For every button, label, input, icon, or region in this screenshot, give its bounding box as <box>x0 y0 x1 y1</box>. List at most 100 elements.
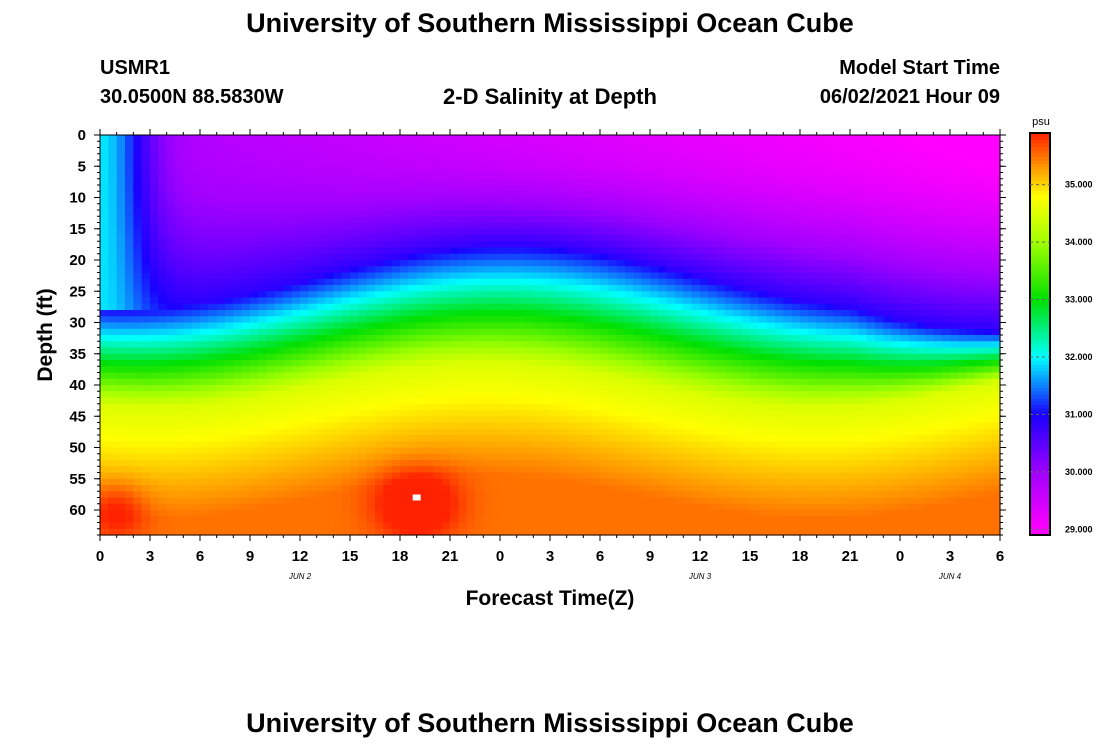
heatmap-cell <box>425 178 434 186</box>
heatmap-cell <box>725 335 734 342</box>
heatmap-cell <box>275 391 284 399</box>
heatmap-cell <box>325 191 334 199</box>
heatmap-cell <box>100 403 109 411</box>
heatmap-cell <box>400 391 409 399</box>
heatmap-cell <box>341 178 351 186</box>
heatmap-cell <box>600 203 609 211</box>
heatmap-cell <box>325 203 334 211</box>
heatmap-cell <box>333 141 343 149</box>
heatmap-cell <box>566 447 576 455</box>
heatmap-cell <box>300 416 309 424</box>
heatmap-cell <box>183 435 193 442</box>
heatmap-cell <box>100 322 109 330</box>
heatmap-cell <box>283 247 293 255</box>
heatmap-cell <box>325 272 334 280</box>
heatmap-cell <box>633 297 643 305</box>
heatmap-cell <box>241 353 251 361</box>
heatmap-cell <box>633 185 643 192</box>
heatmap-cell <box>533 310 543 317</box>
heatmap-cell <box>658 235 668 242</box>
heatmap-cell <box>650 160 659 167</box>
heatmap-cell <box>166 141 176 149</box>
heatmap-cell <box>566 366 576 374</box>
heatmap-cell <box>633 422 643 430</box>
heatmap-cell <box>133 522 143 530</box>
heatmap-cell <box>125 397 134 405</box>
heatmap-cell <box>633 278 643 286</box>
heatmap-cell <box>475 172 484 180</box>
heatmap-cell <box>266 403 276 411</box>
heatmap-cell <box>641 403 651 411</box>
heatmap-cell <box>158 297 168 305</box>
heatmap-cell <box>200 485 209 492</box>
heatmap-cell <box>708 147 718 155</box>
heatmap-cell <box>308 341 318 349</box>
heatmap-cell <box>266 485 276 492</box>
heatmap-cell <box>675 191 684 199</box>
heatmap-cell <box>700 172 709 180</box>
heatmap-cell <box>358 235 368 242</box>
heatmap-cell <box>425 447 434 455</box>
heatmap-cell <box>466 303 476 311</box>
heatmap-cell <box>216 303 226 311</box>
heatmap-cell <box>100 353 109 361</box>
heatmap-cell <box>550 178 559 186</box>
heatmap-cell <box>208 266 218 274</box>
heatmap-cell <box>325 522 334 530</box>
heatmap-cell <box>675 241 684 249</box>
heatmap-cell <box>408 285 418 292</box>
heatmap-cell <box>200 347 209 355</box>
heatmap-cell <box>166 160 176 167</box>
heatmap-cell <box>225 435 234 442</box>
heatmap-cell <box>191 272 201 280</box>
heatmap-cell <box>708 216 718 224</box>
heatmap-cell <box>550 335 559 342</box>
heatmap-cell <box>591 372 601 380</box>
heatmap-cell <box>208 141 218 149</box>
heatmap-cell <box>350 278 359 286</box>
heatmap-cell <box>700 310 709 317</box>
heatmap-cell <box>725 341 734 349</box>
heatmap-cell <box>425 497 434 505</box>
heatmap-cell <box>183 347 193 355</box>
heatmap-cell <box>400 203 409 211</box>
heatmap-cell <box>616 172 626 180</box>
heatmap-cell <box>608 228 618 236</box>
heatmap-cell <box>350 335 359 342</box>
heatmap-cell <box>633 247 643 255</box>
heatmap-cell <box>375 522 384 530</box>
heatmap-cell <box>608 135 618 142</box>
heatmap-cell <box>633 503 643 511</box>
heatmap-cell <box>333 353 343 361</box>
heatmap-cell <box>483 428 493 436</box>
heatmap-cell <box>508 266 518 274</box>
heatmap-cell <box>650 385 659 392</box>
heatmap-cell <box>725 141 734 149</box>
heatmap-cell <box>133 160 143 167</box>
heatmap-cell <box>300 503 309 511</box>
heatmap-cell <box>266 416 276 424</box>
heatmap-cell <box>200 428 209 436</box>
heatmap-cell <box>508 503 518 511</box>
heatmap-cell <box>375 197 384 205</box>
heatmap-cell <box>691 222 701 230</box>
heatmap-cell <box>533 316 543 324</box>
heatmap-cell <box>350 247 359 255</box>
heatmap-cell <box>175 303 184 311</box>
heatmap-cell <box>458 197 468 205</box>
heatmap-cell <box>183 278 193 286</box>
heatmap-cell <box>250 516 259 524</box>
heatmap-cell <box>358 272 368 280</box>
heatmap-cell <box>691 303 701 311</box>
heatmap-cell <box>258 528 268 536</box>
heatmap-cell <box>600 241 609 249</box>
heatmap-cell <box>433 297 443 305</box>
heatmap-cell <box>608 497 618 505</box>
heatmap-cell <box>416 260 426 267</box>
heatmap-cell <box>166 253 176 261</box>
heatmap-cell <box>683 435 693 442</box>
heatmap-cell <box>441 403 451 411</box>
heatmap-cell <box>300 410 309 417</box>
heatmap-cell <box>250 210 259 217</box>
heatmap-cell <box>300 303 309 311</box>
